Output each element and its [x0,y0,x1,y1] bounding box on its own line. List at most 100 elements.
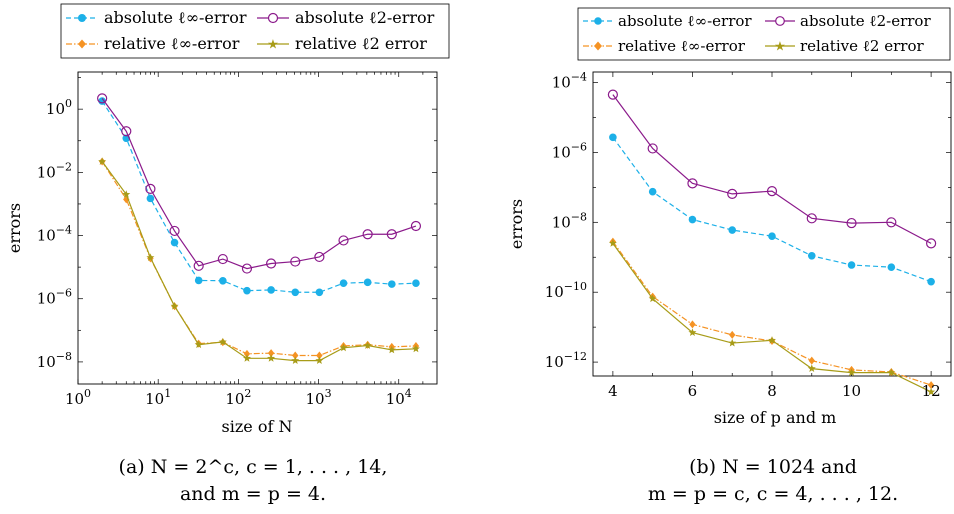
chart-b-series-layer [607,89,937,396]
chart-b-legend: absolute ℓ∞-error absolute ℓ2-error rela… [577,7,951,61]
chart-b-legend-label-1: absolute ℓ∞-error [618,12,752,30]
chart-b-series-3-line [612,241,932,386]
chart-a-series-3-point [292,351,299,360]
chart-a-series-1-point [267,286,275,294]
chart-a-legend-item-3: relative ℓ∞-error [66,34,240,53]
chart-b-series-4-point [807,364,816,373]
chart-b-series-1-point [807,252,816,260]
chart-b-series-1-point [728,226,737,234]
chart-a-series-4-point [339,343,348,352]
chart-b-y-tick-label: 10−4 [552,71,587,92]
chart-b-series-4-point [688,328,697,336]
chart-a-y-tick-label: 10−8 [37,350,72,371]
chart-b-series-2-point [846,217,857,229]
chart-a-series-3-point [316,351,323,360]
chart-b-series-3 [609,237,935,390]
chart-b-series-1-point [648,187,657,196]
chart-b-series-1-line [612,136,932,283]
chart-a-series-1-point [339,279,348,288]
chart-b-legend-marker-3 [594,41,602,51]
chart-b-plot-frame [592,71,952,377]
chart-a-series-2-point [314,251,325,263]
chart-a-series-2-point [193,260,204,271]
chart-a-caption-line-2: and m = p = 4. [180,483,326,505]
chart-a-x-tick-label: 100 [65,387,91,408]
chart-b-x-tick-label: 4 [608,382,618,400]
chart-a-series-2-point [217,253,228,265]
chart-a-series-1-point [146,194,155,203]
chart-a-series-4-point [291,356,300,365]
chart-a-series-2-line [101,97,417,270]
chart-a-legend-marker-2 [267,12,279,24]
chart-b-series-4-point [728,338,737,347]
chart-a-legend-marker-3 [78,39,86,49]
chart-a-ticks [77,72,437,384]
chart-a-legend-label-1: absolute ℓ∞-error [104,8,247,27]
chart-b-legend-label-4: relative ℓ2 error [800,37,924,55]
chart-a-series-2-point [169,225,180,237]
chart-b-legend-label-3: relative ℓ∞-error [618,37,746,55]
chart-a-series-4-point [387,345,396,354]
chart-a-series-2-point [290,256,301,267]
chart-b-y-tick-label: 10−8 [552,210,587,231]
chart-a-series-2-point [386,229,397,240]
chart-a-legend: absolute ℓ∞-error absolute ℓ2-error rela… [60,3,450,59]
chart-a-series-1-point [170,238,179,247]
chart-a-legend-item-1: absolute ℓ∞-error [66,8,247,27]
chart-a-legend-marker-1 [78,14,86,22]
chart-b-legend-label-2: absolute ℓ2-error [800,12,931,30]
chart-a: absolute ℓ∞-error absolute ℓ2-error rela… [5,3,450,505]
chart-b-series-4 [608,239,936,396]
chart-a-series-4-point [242,354,251,362]
chart-b-ticks [593,72,951,376]
chart-b-series-1-point [609,133,617,142]
chart-a-series-1-point [194,276,203,285]
chart-b-x-tick-label: 12 [922,382,941,400]
chart-b-legend-item-1: absolute ℓ∞-error [583,12,752,30]
chart-b-series-2-point [766,186,778,197]
chart-a-series-3-point [267,349,275,358]
chart-a-series-3 [98,157,420,360]
chart-a-x-axis-label: size of N [222,417,293,436]
chart-a-legend-item-2: absolute ℓ2-error [257,8,435,27]
chart-b-y-tick-label: 10−10 [545,280,587,301]
chart-a-plot-frame [77,71,438,385]
chart-b-series-3-point [927,381,935,390]
chart-a-series-1-point [291,288,300,297]
chart-a-legend-box [60,3,450,59]
chart-b-series-4-point [768,336,776,344]
chart-b-legend-item-2: absolute ℓ2-error [765,12,931,30]
chart-b-series-1-point [688,215,697,224]
chart-b-x-axis-label: size of p and m [714,408,837,427]
chart-a-series-4-point [194,340,203,349]
chart-b-series-4-point [927,387,936,396]
chart-a-series-4-point [363,341,372,349]
chart-b-series-1 [609,133,935,286]
chart-b-series-2 [607,89,937,249]
chart-a-series-4-point [98,157,107,165]
chart-b: absolute ℓ∞-error absolute ℓ2-error rela… [507,7,952,505]
chart-a-series-4-point [267,354,276,362]
chart-a-series-4-point [315,356,324,365]
chart-a-y-tick-label: 10−6 [37,287,72,308]
chart-a-series-1-line [101,100,416,293]
chart-b-legend-marker-1 [594,17,602,25]
chart-a-series-2-point [362,229,373,240]
chart-a-series-1-point [243,286,251,295]
chart-a-series-2-point [241,263,253,274]
chart-b-series-2-point [647,143,658,154]
chart-a-series-2-point [410,220,422,232]
chart-b-legend-marker-4: ★ [774,40,786,55]
chart-a-legend-label-3: relative ℓ∞-error [104,34,240,53]
chart-b-series-3-point [808,356,815,365]
chart-b-series-4-line [612,243,932,393]
chart-a-series-layer [97,93,422,365]
chart-a-series-4 [98,157,420,365]
chart-b-series-1-point [847,261,856,269]
chart-a-legend-label-4: relative ℓ2 error [295,34,427,53]
chart-b-series-2-point [607,89,618,100]
chart-b-legend-box [577,7,951,61]
chart-a-legend-label-2: absolute ℓ2-error [295,8,435,27]
chart-b-series-3-point [689,320,696,329]
